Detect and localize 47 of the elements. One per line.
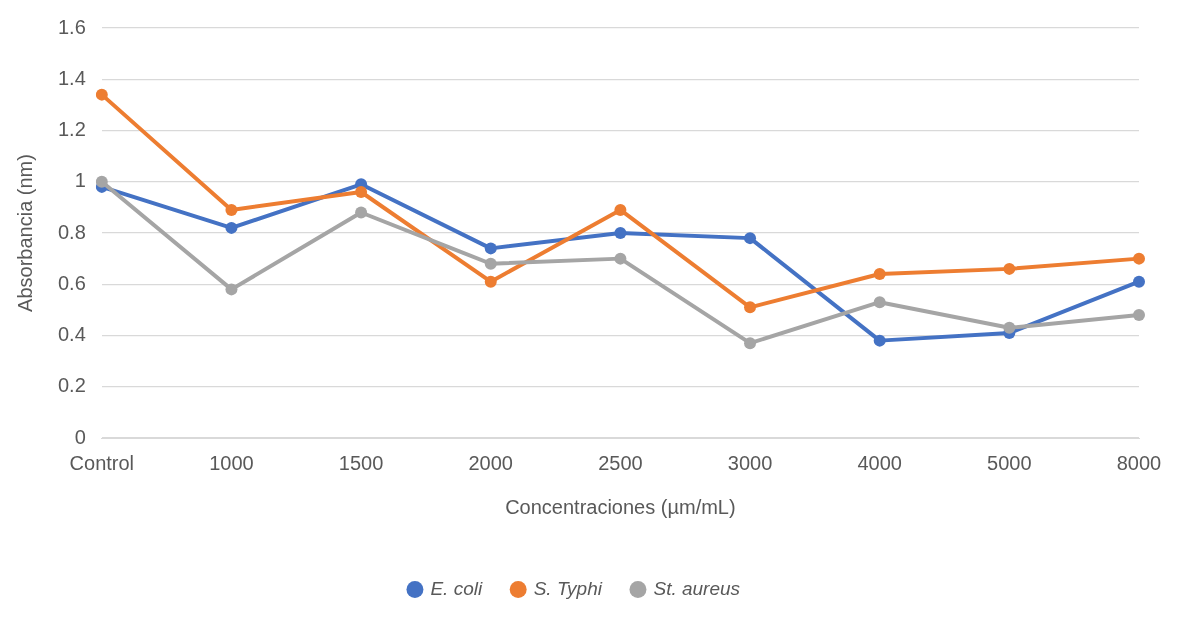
y-tick-label: 1.4 <box>57 66 86 89</box>
legend-label: St. aureus <box>653 577 741 599</box>
point <box>484 257 497 270</box>
x-tick-label: Control <box>69 451 135 474</box>
point <box>873 334 886 347</box>
x-tick-label: 5000 <box>987 451 1032 474</box>
point <box>1003 262 1016 275</box>
y-tick-label: 0 <box>74 425 86 448</box>
point <box>484 242 497 255</box>
point <box>1133 309 1145 321</box>
y-tick-label: 0.6 <box>57 271 86 294</box>
y-axis-title: Absorbancia (nm) <box>13 154 36 312</box>
x-axis-title: Concentraciones (µm/mL) <box>505 495 736 518</box>
y-tick-label: 0.4 <box>57 323 86 346</box>
legend-label: S. Typhi <box>533 577 603 599</box>
point <box>1133 275 1145 288</box>
point <box>744 301 757 314</box>
x-tick-label: 1500 <box>338 451 384 474</box>
y-tick-label: 1.6 <box>57 15 86 38</box>
point <box>744 232 757 245</box>
point <box>355 206 368 219</box>
point <box>614 227 627 239</box>
point <box>225 283 238 296</box>
point <box>614 252 627 265</box>
legend-label: E. coli <box>430 577 483 599</box>
point <box>614 203 627 216</box>
point <box>225 221 238 234</box>
point <box>1003 321 1016 334</box>
x-tick-label: 8000 <box>1116 451 1162 474</box>
point <box>95 88 108 101</box>
point <box>484 275 497 288</box>
y-tick-label: 1 <box>74 169 86 192</box>
point <box>744 337 757 350</box>
x-tick-label: 2500 <box>598 451 643 474</box>
y-tick-label: 1.2 <box>57 118 86 141</box>
y-tick-label: 0.8 <box>57 220 86 243</box>
point <box>1133 252 1145 265</box>
x-tick-label: 4000 <box>857 451 902 474</box>
point <box>873 268 886 280</box>
point <box>225 203 238 216</box>
point <box>873 296 886 309</box>
y-tick-label: 0.2 <box>57 374 86 397</box>
x-tick-label: 3000 <box>727 451 773 474</box>
point <box>95 175 108 188</box>
x-tick-label: 1000 <box>209 451 254 474</box>
x-tick-label: 2000 <box>468 451 513 474</box>
point <box>355 186 368 198</box>
